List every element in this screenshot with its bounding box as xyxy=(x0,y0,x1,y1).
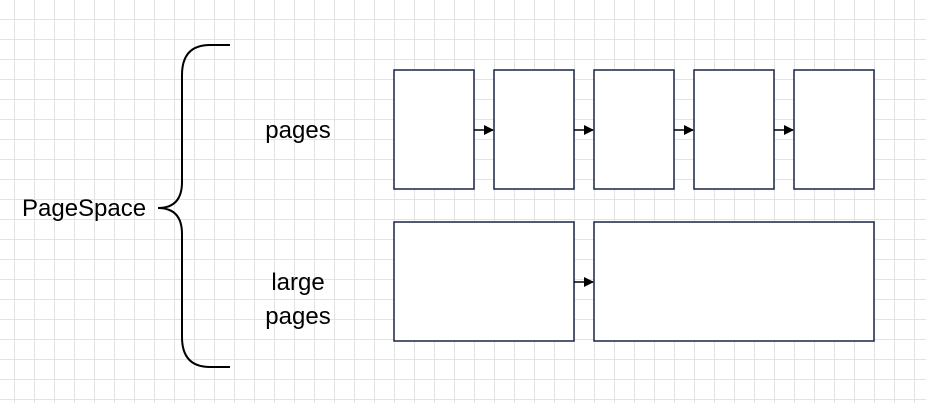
page-block-5 xyxy=(793,69,875,190)
page-block-1 xyxy=(393,69,475,190)
large-page-block-1 xyxy=(393,221,575,342)
page-block-3 xyxy=(593,69,675,190)
large-page-block-2 xyxy=(593,221,875,342)
pages-label: pages xyxy=(265,117,331,144)
page-block-2 xyxy=(493,69,575,190)
large-pages-label: large pages xyxy=(265,269,331,330)
pagespace-label: PageSpace xyxy=(22,195,147,222)
page-block-4 xyxy=(693,69,775,190)
curly-brace xyxy=(157,44,230,368)
